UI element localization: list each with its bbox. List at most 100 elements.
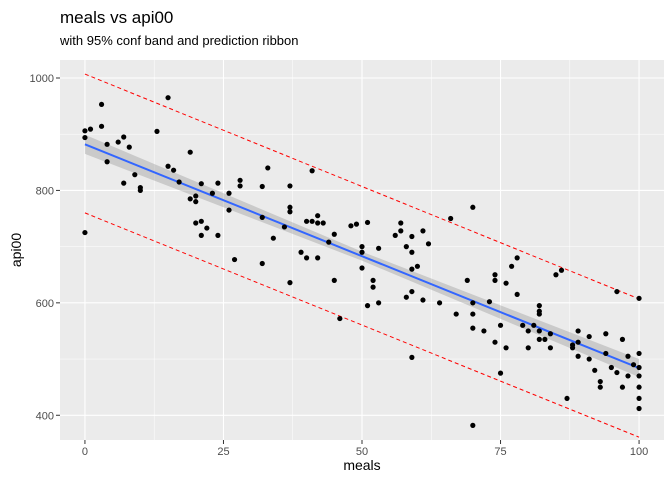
data-point xyxy=(237,183,243,189)
data-point xyxy=(226,190,232,196)
data-point xyxy=(121,180,127,186)
data-point xyxy=(536,336,542,342)
data-point xyxy=(497,370,504,376)
data-point xyxy=(392,232,398,238)
data-point xyxy=(509,263,515,269)
data-point xyxy=(409,266,415,272)
data-point xyxy=(215,180,221,186)
data-point xyxy=(287,209,293,215)
data-point xyxy=(453,311,459,317)
data-point xyxy=(337,315,343,322)
data-point xyxy=(287,280,293,286)
data-point xyxy=(364,303,371,309)
data-point xyxy=(448,215,454,222)
data-point xyxy=(425,241,432,247)
data-point xyxy=(403,244,409,250)
data-point xyxy=(265,165,271,171)
data-point xyxy=(132,172,138,178)
data-point xyxy=(564,395,570,402)
data-point xyxy=(514,291,520,298)
data-point xyxy=(331,277,337,283)
data-point xyxy=(470,311,476,317)
data-point xyxy=(126,144,132,150)
x-axis-title: meals xyxy=(343,457,380,473)
data-point xyxy=(303,218,310,224)
data-point xyxy=(520,322,526,328)
data-point xyxy=(287,183,293,189)
y-axis-ticks: 400 600 800 1000 xyxy=(30,73,60,422)
data-point xyxy=(198,218,204,224)
x-tick-label: 0 xyxy=(82,446,88,458)
data-point xyxy=(409,354,415,360)
data-point xyxy=(398,228,404,234)
data-point xyxy=(470,300,476,306)
data-point xyxy=(586,356,592,362)
data-point xyxy=(348,223,354,229)
data-point xyxy=(553,272,559,278)
data-point xyxy=(165,95,171,101)
data-point xyxy=(331,231,337,237)
data-point xyxy=(170,167,177,173)
data-point xyxy=(193,193,199,199)
data-point xyxy=(204,225,210,231)
data-point xyxy=(492,339,498,345)
data-point xyxy=(176,179,182,185)
data-point xyxy=(359,265,365,271)
data-point xyxy=(137,187,143,194)
data-point xyxy=(420,297,426,303)
data-point xyxy=(636,350,642,357)
data-point xyxy=(575,353,581,359)
data-point xyxy=(409,233,415,240)
data-point xyxy=(603,331,609,337)
data-point xyxy=(625,353,631,359)
data-point xyxy=(497,322,504,328)
data-point xyxy=(575,339,581,345)
data-point xyxy=(531,322,537,328)
data-point xyxy=(558,267,565,273)
data-point xyxy=(198,232,204,238)
data-point xyxy=(409,249,415,255)
data-point xyxy=(370,277,376,283)
data-point xyxy=(597,384,603,390)
data-point xyxy=(398,220,404,226)
data-point xyxy=(503,280,509,286)
y-tick-label: 800 xyxy=(36,185,54,197)
data-point xyxy=(287,204,293,210)
x-tick-label: 75 xyxy=(494,446,506,458)
x-tick-label: 100 xyxy=(630,446,648,458)
data-point xyxy=(592,367,598,373)
data-point xyxy=(359,244,365,250)
data-point xyxy=(470,325,476,331)
data-point xyxy=(603,350,609,357)
data-point xyxy=(98,123,105,129)
data-point xyxy=(636,373,642,379)
data-point xyxy=(259,260,265,267)
x-tick-label: 25 xyxy=(217,446,229,458)
data-point xyxy=(503,345,509,351)
data-point xyxy=(464,277,470,283)
data-point xyxy=(281,224,288,230)
data-point xyxy=(193,199,199,205)
data-point xyxy=(165,163,171,169)
data-point xyxy=(154,128,160,134)
y-tick-label: 400 xyxy=(36,410,54,422)
data-point xyxy=(121,134,127,140)
data-point xyxy=(492,277,498,283)
data-point xyxy=(309,168,315,174)
data-point xyxy=(470,204,476,210)
data-point xyxy=(420,228,426,234)
data-point xyxy=(597,378,603,385)
y-tick-label: 1000 xyxy=(30,73,54,85)
data-point xyxy=(630,362,637,368)
data-point xyxy=(226,207,232,213)
data-point xyxy=(359,249,365,255)
data-point xyxy=(198,181,204,187)
chart-title: meals vs api00 xyxy=(60,8,173,27)
data-point xyxy=(115,139,121,145)
prediction-upper-line xyxy=(84,73,640,300)
data-point xyxy=(315,213,321,219)
data-point xyxy=(547,345,554,351)
data-point xyxy=(98,101,105,108)
data-point xyxy=(315,255,321,261)
